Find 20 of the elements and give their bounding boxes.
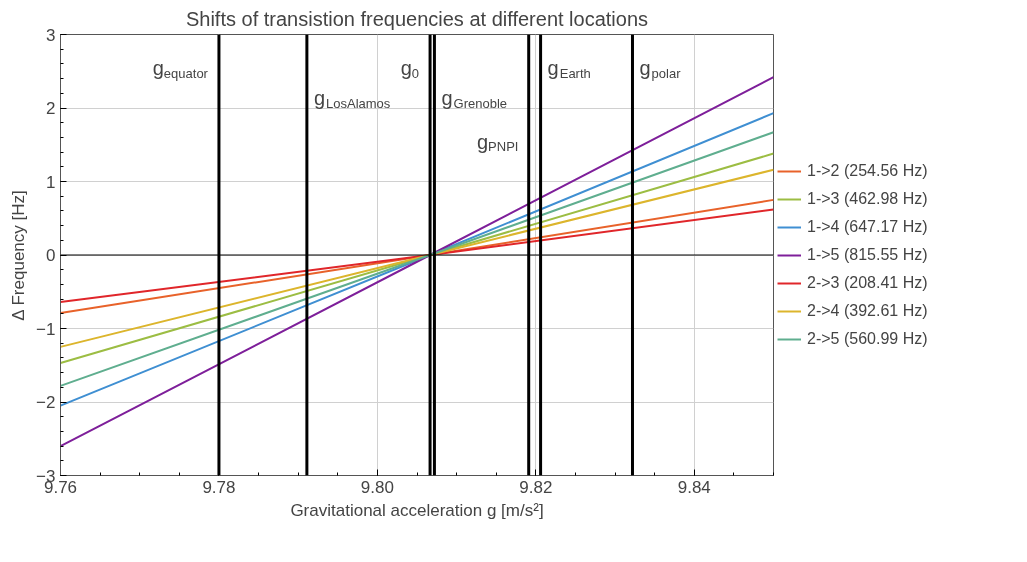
y-tick-label: 2 (46, 99, 56, 118)
legend-label: 1->4 (647.17 Hz) (807, 217, 928, 236)
legend-label: 2->5 (560.99 Hz) (807, 329, 928, 348)
legend-label: 1->3 (462.98 Hz) (807, 189, 928, 208)
y-tick-label: 3 (46, 25, 56, 45)
y-tick-label: −2 (36, 393, 56, 412)
legend-label: 1->5 (815.55 Hz) (807, 245, 928, 264)
x-tick-label: 9.84 (677, 477, 711, 497)
y-tick-label: −1 (36, 319, 56, 339)
y-axis-title: Δ Frequency [Hz] (9, 190, 29, 321)
y-tick-label: 1 (46, 172, 56, 192)
legend-label: 1->2 (254.56 Hz) (807, 161, 928, 180)
x-tick-label: 9.80 (360, 477, 394, 497)
legend-label: 2->4 (392.61 Hz) (807, 301, 928, 320)
x-axis-title: Gravitational acceleration g [m/s²] (290, 500, 544, 520)
chart-title: Shifts of transistion frequencies at different locations (185, 7, 649, 30)
legend-label: 2->3 (208.41 Hz) (807, 273, 928, 292)
x-tick-label: 9.82 (519, 477, 553, 497)
y-tick-label: 0 (46, 246, 56, 265)
x-tick-label: 9.78 (202, 477, 236, 497)
